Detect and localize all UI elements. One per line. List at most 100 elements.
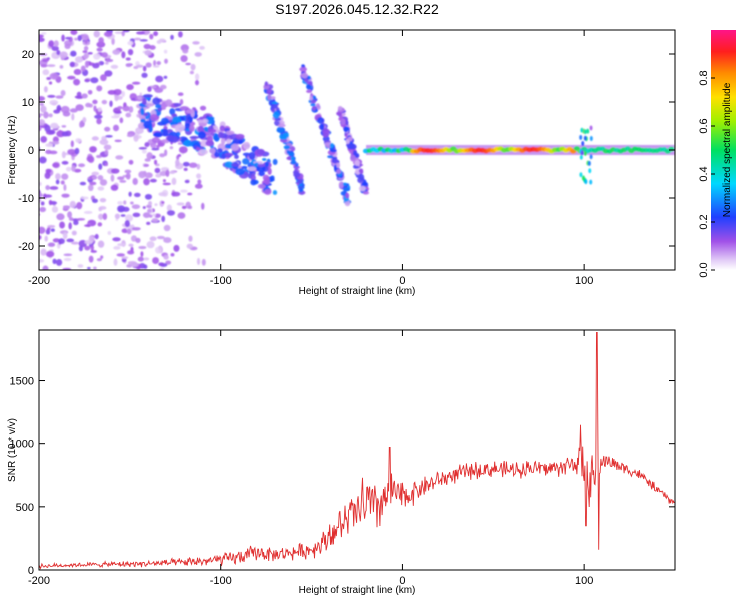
spectrogram-noise-blob: [81, 93, 88, 99]
spectrogram-arc-blob: [248, 151, 256, 160]
spectrogram-noise-blob: [152, 65, 160, 68]
spectrogram-noise-blob: [158, 245, 163, 251]
spectrogram-streak-blob: [342, 182, 347, 186]
spectrogram-streak-blob: [342, 187, 351, 192]
spectrogram-noise-blob: [80, 65, 86, 72]
spectrogram-noise-blob: [40, 64, 48, 68]
spectrogram-noise-blob: [159, 84, 167, 90]
spectrogram-noise-blob: [136, 31, 146, 35]
spectrogram-noise-blob: [194, 73, 200, 81]
spectrogram-noise-blob: [125, 63, 132, 68]
spectrogram-noise-blob: [104, 126, 111, 132]
spectrogram-noise-blob: [69, 200, 77, 209]
colorbar-gradient: [711, 30, 736, 270]
spectrogram-noise-blob: [79, 181, 87, 186]
spectrogram-noise-blob: [60, 180, 65, 185]
spectrogram-arc-blob: [270, 175, 275, 181]
spectrogram-noise-blob: [182, 48, 189, 54]
spectrogram-noise-blob: [188, 205, 193, 210]
spectrogram-noise-blob: [67, 211, 73, 219]
spectrogram-noise-blob: [61, 131, 69, 137]
spectrogram-noise-blob: [107, 230, 112, 235]
spectrogram-streak-blob: [298, 183, 303, 187]
spectrogram-noise-blob: [138, 171, 146, 179]
spectrogram-noise-blob: [39, 146, 41, 153]
spectrogram-noise-blob: [73, 68, 82, 76]
spectrogram-noise-blob: [109, 100, 113, 107]
spectrogram-noise-blob: [101, 52, 108, 58]
spectrogram-streak-blob: [293, 165, 300, 169]
spectrogram-streak-blob: [343, 126, 350, 132]
spectrogram-streak-blob: [354, 159, 361, 166]
spectrogram-streak-blob: [270, 103, 278, 109]
spectrogram-noise-blob: [40, 201, 45, 206]
spectrogram-noise-blob: [96, 258, 102, 262]
spectrogram-noise-blob: [170, 34, 174, 40]
spectrogram-noise-blob: [70, 140, 74, 148]
spectrogram-noise-blob: [190, 63, 196, 71]
spectrogram-noise-blob: [104, 70, 113, 77]
spectrogram-noise-blob: [99, 179, 108, 186]
spectrogram-noise-blob: [159, 171, 168, 177]
spectrogram-noise-blob: [92, 62, 100, 69]
spectrogram-noise-blob: [45, 250, 55, 258]
spectrogram-noise-blob: [39, 206, 47, 213]
spectrogram-noise-blob: [50, 122, 59, 129]
spectrogram-streak-blob: [329, 142, 334, 149]
spectrogram-arc-blob: [256, 165, 266, 173]
spectrogram-noise-blob: [34, 110, 37, 113]
spectrogram-noise-blob: [93, 266, 97, 270]
spectrogram-noise-blob: [119, 179, 127, 183]
spectrogram-arc-blob: [144, 103, 155, 107]
spectrogram-noise-blob: [104, 149, 109, 156]
spectrogram-noise-blob: [74, 147, 80, 155]
spectrogram-streak-blob: [359, 173, 365, 181]
spectrogram-noise-blob: [123, 200, 127, 205]
spectrogram-noise-blob: [161, 215, 166, 223]
snr-ylabel: SNR (10 * v/v): [7, 418, 18, 482]
spectrogram-arc-blob: [264, 161, 269, 168]
spectrogram-arc-blob: [173, 102, 182, 107]
spectrogram-arc-blob: [169, 108, 176, 116]
spectrogram-noise-blob: [34, 198, 38, 204]
spectrogram-noise-blob: [121, 30, 125, 37]
spectrogram-noise-blob: [65, 166, 72, 172]
spectrogram-streak-blob: [269, 96, 276, 100]
snr-frame: [38, 329, 676, 571]
spectrogram-ylabel: Frequency (Hz): [7, 116, 18, 185]
spectrogram-noise-blob: [163, 237, 172, 244]
spectrogram-ytick-label: -20: [18, 241, 34, 253]
spectrogram-noise-blob: [165, 260, 172, 265]
spectrogram-noise-blob: [124, 169, 132, 174]
spectrogram-noise-blob: [83, 210, 93, 214]
snr-series-line: [39, 332, 675, 570]
spectrogram-noise-blob: [46, 227, 51, 231]
spectrogram-streak-blob: [337, 106, 343, 111]
spectrogram-arc-blob: [197, 125, 204, 133]
spectrogram-noise-blob: [150, 142, 157, 149]
spectrogram-arc-blob: [155, 104, 162, 109]
spectrogram-noise-blob: [163, 49, 168, 54]
spectrogram-streak-blob: [322, 132, 329, 138]
spectrogram-noise-blob: [154, 213, 161, 218]
spectrogram-noise-blob: [124, 214, 134, 222]
spectrogram-noise-blob: [112, 124, 120, 132]
spectrogram-noise-blob: [46, 64, 56, 68]
spectrogram-carrier-blob: [668, 146, 675, 152]
spectrogram-noise-blob: [103, 144, 112, 150]
figure-title: S197.2026.045.12.32.R22: [275, 1, 439, 17]
spectrogram-noise-blob: [42, 265, 49, 270]
spectrogram-noise-blob: [61, 173, 69, 180]
spectrogram-noise-blob: [39, 234, 42, 241]
spectrogram-noise-blob: [182, 161, 190, 167]
spectrogram-noise-blob: [97, 186, 105, 191]
spectrogram-noise-blob: [149, 45, 156, 50]
spectrogram-noise-blob: [39, 93, 40, 96]
spectrogram-noise-blob: [39, 192, 43, 198]
spectrogram-arc-blob: [225, 138, 232, 144]
spectrogram-ytick-label: -10: [18, 193, 34, 205]
spectrogram-noise-blob: [40, 248, 47, 256]
spectrogram-spike-blob: [579, 154, 583, 160]
spectrogram-noise-blob: [128, 159, 134, 165]
